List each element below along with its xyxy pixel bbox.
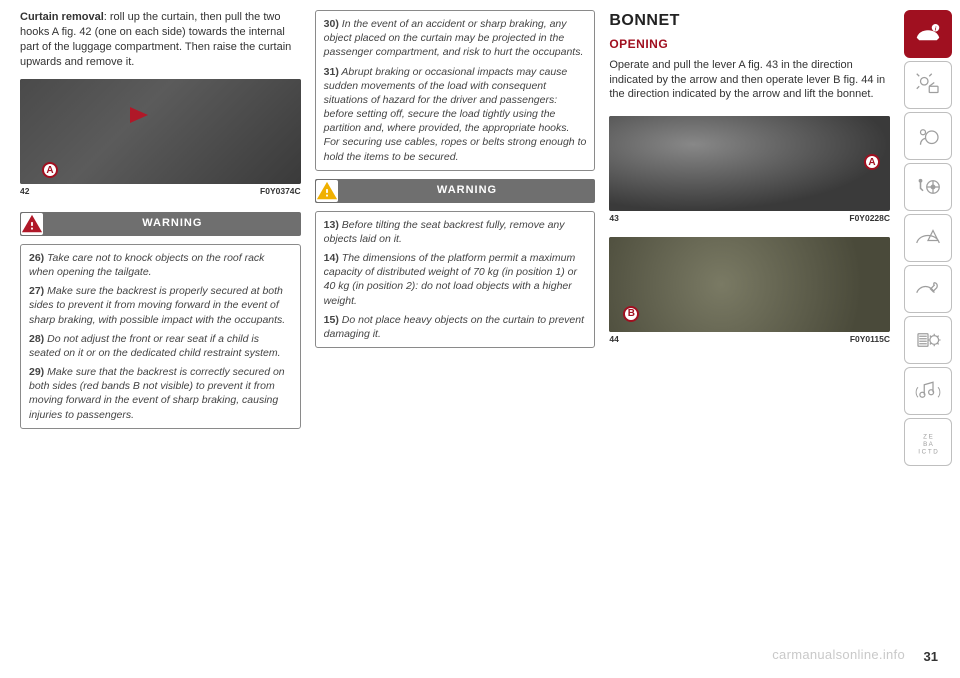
figure-44-number: 44 xyxy=(609,334,618,345)
tab-index[interactable]: Z EB AI C T D xyxy=(904,418,952,466)
tab-info[interactable]: i xyxy=(904,10,952,58)
warning-label: WARNING xyxy=(52,216,293,231)
figure-43-number: 43 xyxy=(609,213,618,224)
manual-page: Curtain removal: roll up the curtain, th… xyxy=(0,0,960,678)
figure-44: B xyxy=(609,237,890,332)
warning-box-col2-top: 30) In the event of an accident or sharp… xyxy=(315,10,596,171)
svg-text:B A: B A xyxy=(923,441,934,448)
curtain-removal-label: Curtain removal xyxy=(20,11,104,23)
tab-airbag[interactable] xyxy=(904,112,952,160)
tab-media[interactable] xyxy=(904,367,952,415)
column-1: Curtain removal: roll up the curtain, th… xyxy=(20,10,301,668)
bonnet-body: Operate and pull the lever A fig. 43 in … xyxy=(609,58,890,103)
bonnet-title: BONNET xyxy=(609,10,890,32)
tab-lights[interactable] xyxy=(904,61,952,109)
figure-43-code: F0Y0228C xyxy=(849,213,890,224)
watermark: carmanualsonline.info xyxy=(772,647,905,662)
warning-box-col1: 26) Take care not to knock objects on th… xyxy=(20,244,301,429)
opening-subtitle: OPENING xyxy=(609,36,890,52)
tab-service[interactable] xyxy=(904,265,952,313)
curtain-removal-text: Curtain removal: roll up the curtain, th… xyxy=(20,10,301,69)
warning-box-col2-bottom: 13) Before tilting the seat backrest ful… xyxy=(315,211,596,348)
figure-42-caption: 42 F0Y0374C xyxy=(20,186,301,197)
warning-icon xyxy=(316,180,338,202)
page-number: 31 xyxy=(924,649,938,664)
figure-42: A xyxy=(20,79,301,184)
figure-44-code: F0Y0115C xyxy=(850,334,890,345)
svg-text:I C T D: I C T D xyxy=(918,448,938,455)
figure-44-caption: 44 F0Y0115C xyxy=(609,334,890,345)
section-tabs: i Z EB AI C T D xyxy=(904,10,952,668)
svg-text:Z E: Z E xyxy=(923,433,933,440)
column-3: BONNET OPENING Operate and pull the leve… xyxy=(609,10,890,668)
tab-steering[interactable] xyxy=(904,163,952,211)
figure-43: A xyxy=(609,116,890,211)
tab-warning[interactable] xyxy=(904,214,952,262)
tab-settings[interactable] xyxy=(904,316,952,364)
warning-icon xyxy=(21,213,43,235)
figure-42-number: 42 xyxy=(20,186,29,197)
warning-banner-yellow: WARNING xyxy=(315,179,596,203)
warning-banner-red: WARNING xyxy=(20,212,301,236)
figure-43-caption: 43 F0Y0228C xyxy=(609,213,890,224)
column-2: 30) In the event of an accident or sharp… xyxy=(315,10,596,668)
figure-42-code: F0Y0374C xyxy=(260,186,301,197)
warning-label: WARNING xyxy=(347,183,588,198)
